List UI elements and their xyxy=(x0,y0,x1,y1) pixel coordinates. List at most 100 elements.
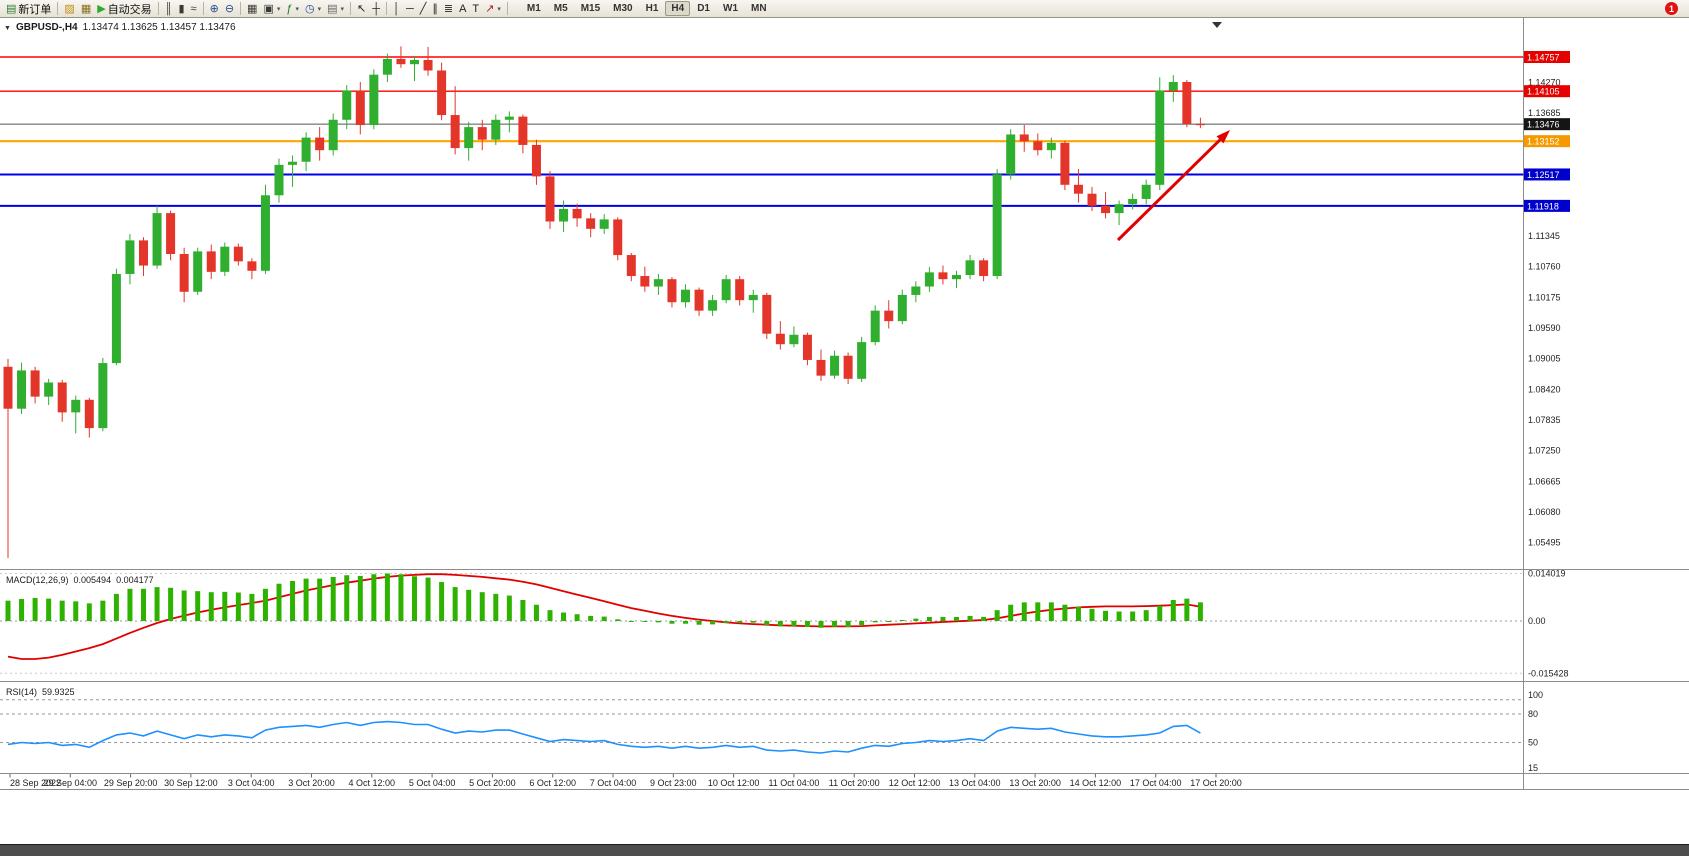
candlestick-chart-button[interactable]: ▮ xyxy=(175,1,187,17)
timeframe-h4[interactable]: H4 xyxy=(665,1,691,16)
price-tag-label: 1.14105 xyxy=(1527,87,1560,97)
arrows-button[interactable]: ↗ ▾ xyxy=(482,1,504,17)
toolbar-separator xyxy=(350,2,352,15)
zoom-out-button[interactable]: ⊖ xyxy=(222,1,237,17)
time-tick-label: 13 Oct 04:00 xyxy=(949,778,1001,788)
rsi-axis-label: 80 xyxy=(1528,709,1538,719)
price-tick-label: 1.09005 xyxy=(1528,354,1561,364)
line-chart-button[interactable]: ≈ xyxy=(188,1,200,17)
price-tick-label: 1.07835 xyxy=(1528,415,1561,425)
bar-chart-button[interactable]: ║ xyxy=(162,1,176,17)
timeframe-toolbar: M1 M5 M15 M30 H1 H4 D1 W1 MN xyxy=(521,1,773,16)
price-tick-label: 1.14270 xyxy=(1528,78,1561,88)
auto-trading-button-label: 自动交易 xyxy=(107,3,152,16)
price-tag-label: 1.13152 xyxy=(1527,137,1560,147)
price-tick-label: 1.08420 xyxy=(1528,384,1561,394)
profiles-button[interactable]: ▦ xyxy=(78,1,94,17)
dropdown-caret-icon: ▾ xyxy=(295,5,299,13)
zoom-out-icon: ⊖ xyxy=(224,2,235,15)
price-axis[interactable]: 1.14270 1.13685 1.11345 1.10760 1.10175 1.095… xyxy=(1528,78,1561,548)
text-button[interactable]: A xyxy=(456,1,469,17)
rsi-indicator-name: RSI(14) xyxy=(6,687,38,697)
arrow-head-icon xyxy=(1216,130,1230,144)
macd-signal-value: 0.004177 xyxy=(116,575,154,585)
price-tag-box[interactable] xyxy=(1524,118,1570,131)
time-tick-label: 3 Oct 04:00 xyxy=(228,778,275,788)
toolbar-separator xyxy=(506,2,508,15)
price-tag-box[interactable] xyxy=(1524,135,1570,148)
time-tick-label: 4 Oct 12:00 xyxy=(349,778,396,788)
tile-windows-button[interactable]: ▦ xyxy=(244,1,260,17)
price-tag-box[interactable] xyxy=(1524,199,1570,212)
time-tick-label: 6 Oct 12:00 xyxy=(529,778,576,788)
price-line-tags[interactable]: 1.14757 1.14105 1.13476 1.13152 1.12517 1.119… xyxy=(1524,51,1570,212)
vertical-line-button[interactable]: │ xyxy=(390,1,403,17)
equidistant-channel-button[interactable]: ∥ xyxy=(429,1,441,17)
zoom-in-button[interactable]: ⊕ xyxy=(207,1,222,17)
text-label-button[interactable]: T xyxy=(469,1,482,17)
time-tick-label: 14 Oct 12:00 xyxy=(1070,778,1122,788)
text-icon: A xyxy=(459,2,467,15)
charts-bar-button[interactable]: ▨ xyxy=(61,1,77,17)
dropdown-caret-icon: ▾ xyxy=(497,5,501,13)
fibonacci-button[interactable]: ≣ xyxy=(441,1,456,17)
chart-shift-marker[interactable] xyxy=(1212,22,1222,28)
arrows-icon: ↗ xyxy=(485,2,495,15)
macd-axis-label: 0.014019 xyxy=(1528,568,1566,578)
time-tick-label: 5 Oct 04:00 xyxy=(409,778,456,788)
trend-arrow[interactable] xyxy=(1116,130,1230,242)
trendline-icon: ╱ xyxy=(419,2,427,15)
price-tag-box[interactable] xyxy=(1524,85,1570,98)
cursor-button[interactable]: ↖ xyxy=(354,1,369,17)
cursor-icon: ↖ xyxy=(357,2,367,15)
timeframe-h1[interactable]: H1 xyxy=(645,3,659,14)
periods-button[interactable]: ◷ ▾ xyxy=(302,1,324,17)
price-tick-label: 1.05495 xyxy=(1528,538,1561,548)
price-tag-box[interactable] xyxy=(1524,51,1570,63)
rsi-value: 59.9325 xyxy=(42,687,75,697)
crosshair-button[interactable]: ┼ xyxy=(369,1,383,17)
indicators-button[interactable]: ƒ ▾ xyxy=(283,1,302,17)
time-tick-label: 3 Oct 20:00 xyxy=(288,778,335,788)
timeframe-m30[interactable]: M30 xyxy=(613,3,633,14)
time-tick-label: 29 Sep 20:00 xyxy=(104,778,158,788)
notification-badge[interactable]: 1 xyxy=(1665,2,1678,15)
timeframe-d1[interactable]: D1 xyxy=(697,3,710,14)
bar-chart-icon: ║ xyxy=(164,2,173,15)
crosshair-icon: ┼ xyxy=(372,2,381,15)
rsi-axis-label: 50 xyxy=(1528,738,1538,748)
toolbar-separator xyxy=(157,2,159,15)
price-tag-box[interactable] xyxy=(1524,168,1570,181)
chart-area: 1.14270 1.13685 1.11345 1.10760 1.10175 1.095… xyxy=(0,18,1689,844)
macd-histogram-layer xyxy=(5,573,1203,628)
price-tick-label: 1.10175 xyxy=(1528,292,1561,302)
price-tick-label: 1.06665 xyxy=(1528,476,1561,486)
time-tick-label: 13 Oct 20:00 xyxy=(1009,778,1061,788)
fibonacci-icon: ≣ xyxy=(443,2,454,15)
collapse-arrow-icon[interactable]: ▼ xyxy=(4,25,11,32)
macd-panel: 0.014019 0.00 -0.015428 xyxy=(0,568,1569,678)
timeframe-m15[interactable]: M15 xyxy=(580,3,601,14)
tile-windows-icon: ▦ xyxy=(247,2,258,15)
horizontal-line-button[interactable]: ─ xyxy=(403,1,417,17)
price-tick-label: 1.09590 xyxy=(1528,323,1561,333)
new-chart-button[interactable]: ▣ ▾ xyxy=(260,1,283,17)
timeframe-m5[interactable]: M5 xyxy=(553,3,568,14)
timeframe-m1[interactable]: M1 xyxy=(526,3,541,14)
time-tick-label: 28 Sep 2022 xyxy=(10,778,61,788)
support-resistance-lines[interactable] xyxy=(0,56,1524,207)
auto-trading-button[interactable]: ▶ 自动交易 xyxy=(94,1,154,17)
timeframe-mn[interactable]: MN xyxy=(751,3,767,14)
macd-axis-label: 0.00 xyxy=(1528,616,1546,626)
price-tag-label: 1.13476 xyxy=(1527,120,1560,130)
new-chart-icon: ▣ xyxy=(263,2,274,15)
new-order-button[interactable]: ▤ 新订单 xyxy=(3,1,54,17)
timeframe-w1[interactable]: W1 xyxy=(723,3,738,14)
price-tick-label: 1.10760 xyxy=(1528,262,1561,272)
indicators-icon: ƒ xyxy=(286,2,293,15)
trendline-button[interactable]: ╱ xyxy=(417,1,430,17)
templates-icon: ▤ xyxy=(327,2,338,15)
templates-button[interactable]: ▤ ▾ xyxy=(324,1,347,17)
